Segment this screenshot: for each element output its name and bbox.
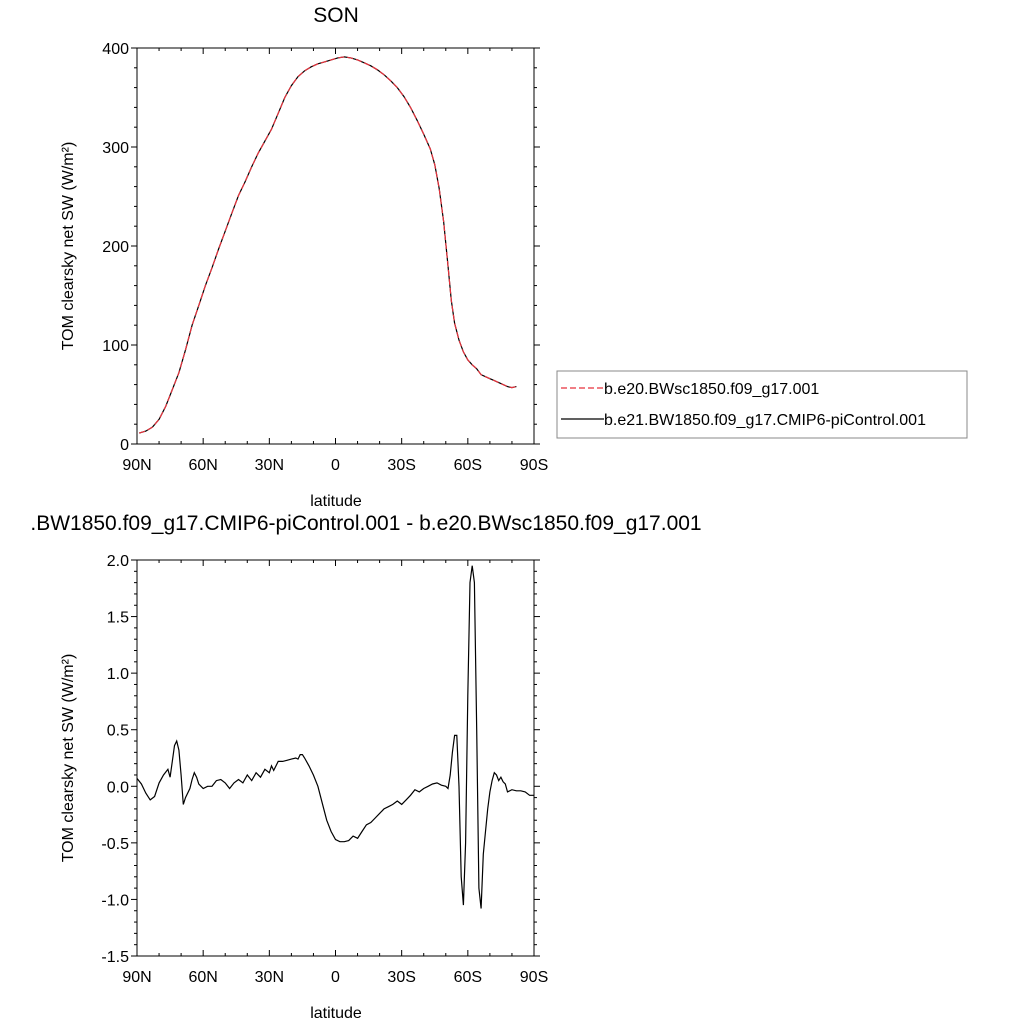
x-tick-label: 60N xyxy=(188,969,217,986)
y-tick-label: 100 xyxy=(102,338,129,355)
series-line xyxy=(136,565,534,909)
x-tick-label: 90N xyxy=(122,457,151,474)
series-line xyxy=(139,56,517,434)
plot-frame xyxy=(136,47,535,445)
axis-ticks: 90N 60N 30N 0 30S 60S 90S 0 100 200 300 400 xyxy=(102,41,548,474)
axis-ticks: 90N 60N 30N 0 30S 60S 90S -1.5 -1.0 -0.5 0.0 0.5 1.0… xyxy=(101,553,548,986)
x-tick-label: 90N xyxy=(122,969,151,986)
y-tick-label: -1.5 xyxy=(101,949,129,966)
x-tick-label: 30S xyxy=(387,969,415,986)
plot-area xyxy=(136,565,534,909)
y-tick-label: 400 xyxy=(102,41,129,58)
x-tick-label: 0 xyxy=(331,457,340,474)
y-tick-label: 0.0 xyxy=(107,779,129,796)
x-tick-label: 90S xyxy=(520,969,548,986)
x-tick-label: 0 xyxy=(331,969,340,986)
series-line xyxy=(139,56,517,434)
y-axis-label: TOM clearsky net SW (W/m²) xyxy=(60,142,77,351)
y-tick-label: 0.5 xyxy=(107,723,129,740)
top-panel: SON 90N 60N 30N 0 30S 60S 90S 0 100 200 300 400 lat… xyxy=(60,4,968,510)
y-tick-label: 300 xyxy=(102,140,129,157)
x-tick-label: 60S xyxy=(454,969,482,986)
x-tick-label: 60S xyxy=(454,457,482,474)
legend-box xyxy=(556,370,968,439)
x-tick-label: 30S xyxy=(387,457,415,474)
y-tick-label: -1.0 xyxy=(101,892,129,909)
x-axis-label: latitude xyxy=(310,1005,362,1022)
legend-label: b.e21.BW1850.f09_g17.CMIP6-piControl.001 xyxy=(604,412,926,429)
legend-label: b.e20.BWsc1850.f09_g17.001 xyxy=(604,381,819,398)
y-tick-label: 2.0 xyxy=(107,553,129,570)
x-axis-label: latitude xyxy=(310,493,362,510)
bottom-panel: .BW1850.f09_g17.CMIP6-piControl.001 - b.… xyxy=(30,512,701,1022)
x-tick-label: 30N xyxy=(255,969,284,986)
legend: b.e20.BWsc1850.f09_g17.001 b.e21.BW1850.… xyxy=(556,370,968,439)
y-tick-label: 200 xyxy=(102,239,129,256)
x-tick-label: 90S xyxy=(520,457,548,474)
y-tick-label: 1.5 xyxy=(107,610,129,627)
x-tick-label: 60N xyxy=(188,457,217,474)
chart-title: .BW1850.f09_g17.CMIP6-piControl.001 - b.… xyxy=(30,512,701,535)
y-tick-label: 1.0 xyxy=(107,666,129,683)
x-tick-label: 30N xyxy=(255,457,284,474)
y-tick-label: 0 xyxy=(120,437,129,454)
chart-title: SON xyxy=(313,4,359,27)
plot-area xyxy=(139,56,517,434)
y-axis-label: TOM clearsky net SW (W/m²) xyxy=(60,654,77,863)
y-tick-label: -0.5 xyxy=(101,836,129,853)
